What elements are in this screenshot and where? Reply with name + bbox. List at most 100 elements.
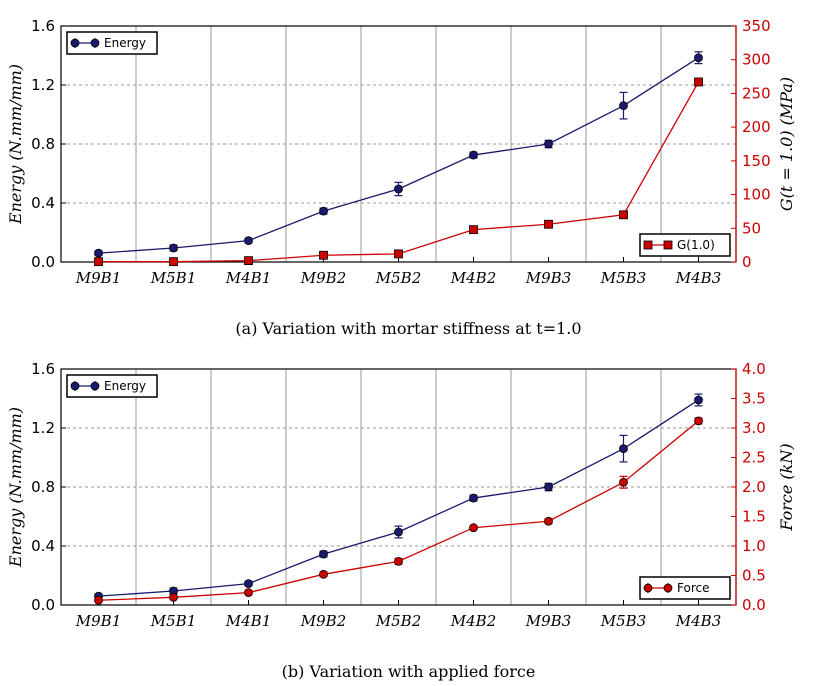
legend-secondary: Force: [639, 576, 731, 600]
data-point: [169, 592, 178, 602]
y-right-tick-label: 1.5: [742, 508, 766, 526]
y-right-tick-label: 150: [742, 152, 771, 170]
data-point: [394, 527, 403, 537]
data-point: [544, 516, 553, 526]
data-point: [469, 150, 478, 160]
data-point: [94, 257, 103, 267]
y-left-tick-label: 0.4: [31, 194, 55, 212]
x-tick-label: M9B2: [300, 612, 346, 630]
data-point: [694, 53, 703, 63]
x-tick-label: M5B1: [150, 269, 196, 287]
data-point: [169, 257, 178, 267]
x-tick-label: M5B2: [375, 612, 421, 630]
legend-box: [639, 576, 731, 600]
x-tick-label: M4B1: [225, 269, 271, 287]
y-left-tick-label: 1.6: [31, 360, 55, 378]
x-tick-label: M5B3: [600, 269, 646, 287]
data-point: [469, 225, 478, 235]
y-left-axis-label: Energy (N.mm/mm): [6, 64, 25, 225]
y-right-tick-label: 2.5: [742, 449, 766, 467]
data-point: [244, 588, 253, 598]
data-point: [169, 243, 178, 253]
y-right-tick-label: 300: [742, 51, 771, 69]
y-right-tick-label: 4.0: [742, 360, 766, 378]
y-left-tick-label: 1.2: [31, 419, 55, 437]
legend-energy: Energy: [66, 374, 158, 398]
x-tick-label: M9B3: [525, 269, 571, 287]
data-point: [244, 236, 253, 246]
data-point: [619, 477, 628, 487]
y-right-tick-label: 3.0: [742, 419, 766, 437]
data-point: [394, 184, 403, 194]
data-point: [694, 395, 703, 405]
data-point: [544, 139, 553, 149]
y-right-tick-label: 3.5: [742, 390, 766, 408]
data-point: [619, 101, 628, 111]
data-point: [394, 249, 403, 259]
y-left-axis-label: Energy (N.mm/mm): [6, 407, 25, 568]
y-right-tick-label: 200: [742, 118, 771, 136]
legend-marker: [90, 381, 100, 391]
data-point: [544, 482, 553, 492]
data-point: [469, 523, 478, 533]
data-point: [619, 210, 628, 220]
legend-marker: [70, 38, 80, 48]
series-line-energy: [98, 57, 699, 254]
legend-box: [66, 31, 158, 55]
y-right-tick-label: 100: [742, 186, 771, 204]
figure-caption: (b) Variation with applied force: [282, 662, 536, 681]
y-left-tick-label: 0.0: [31, 596, 55, 614]
data-point: [694, 416, 703, 426]
data-point: [319, 569, 328, 579]
x-tick-label: M9B1: [75, 612, 121, 630]
y-right-tick-label: 50: [742, 219, 761, 237]
x-tick-label: M4B3: [675, 612, 721, 630]
x-tick-label: M5B1: [150, 612, 196, 630]
data-point: [619, 444, 628, 454]
legend-marker: [663, 583, 673, 593]
x-tick-label: M5B3: [600, 612, 646, 630]
legend-secondary: G(1.0): [639, 233, 731, 257]
y-left-tick-label: 0.4: [31, 537, 55, 555]
data-point: [394, 556, 403, 566]
data-point: [94, 248, 103, 258]
chart-panel-a: 0.0 0.4 0.8 1.2 1.6 0 50 100 150 200 250 300 350 M9B1…: [6, 17, 796, 338]
data-point: [94, 595, 103, 605]
legend-marker: [643, 240, 653, 250]
legend-marker: [663, 240, 673, 250]
y-left-tick-label: 0.8: [31, 135, 55, 153]
data-point: [319, 250, 328, 260]
x-tick-label: M4B2: [450, 612, 496, 630]
y-right-tick-label: 0: [742, 253, 752, 271]
x-tick-label: M9B1: [75, 269, 121, 287]
series-line-force: [98, 420, 699, 601]
data-point: [244, 579, 253, 589]
legend-box: [639, 233, 731, 257]
x-tick-label: M4B2: [450, 269, 496, 287]
data-point: [319, 549, 328, 559]
series-line-energy: [98, 399, 699, 597]
data-point: [544, 219, 553, 229]
legend-marker: [643, 583, 653, 593]
x-tick-label: M4B3: [675, 269, 721, 287]
y-right-axis-label: Force (kN): [777, 443, 796, 531]
legend-marker: [70, 381, 80, 391]
data-point: [469, 493, 478, 503]
legend-box: [66, 374, 158, 398]
y-right-axis-label: G(t = 1.0) (MPa): [777, 77, 796, 211]
y-right-tick-label: 250: [742, 84, 771, 102]
chart-panel-b: 0.0 0.4 0.8 1.2 1.6 0.0 0.5 1.0 1.5 2.0 2.5 3.0 3.5 4…: [6, 360, 796, 681]
data-point: [244, 256, 253, 266]
legend-label: Force: [677, 581, 709, 595]
data-point: [319, 206, 328, 216]
x-tick-label: M9B3: [525, 612, 571, 630]
y-right-tick-label: 2.0: [742, 478, 766, 496]
legend-label: Energy: [104, 36, 146, 50]
x-tick-label: M5B2: [375, 269, 421, 287]
y-right-tick-label: 0.5: [742, 567, 766, 585]
y-left-tick-label: 1.2: [31, 76, 55, 94]
y-right-tick-label: 1.0: [742, 537, 766, 555]
figure-caption: (a) Variation with mortar stiffness at t…: [235, 319, 581, 338]
series-line-g-1-0-: [98, 81, 700, 263]
legend-marker: [90, 38, 100, 48]
